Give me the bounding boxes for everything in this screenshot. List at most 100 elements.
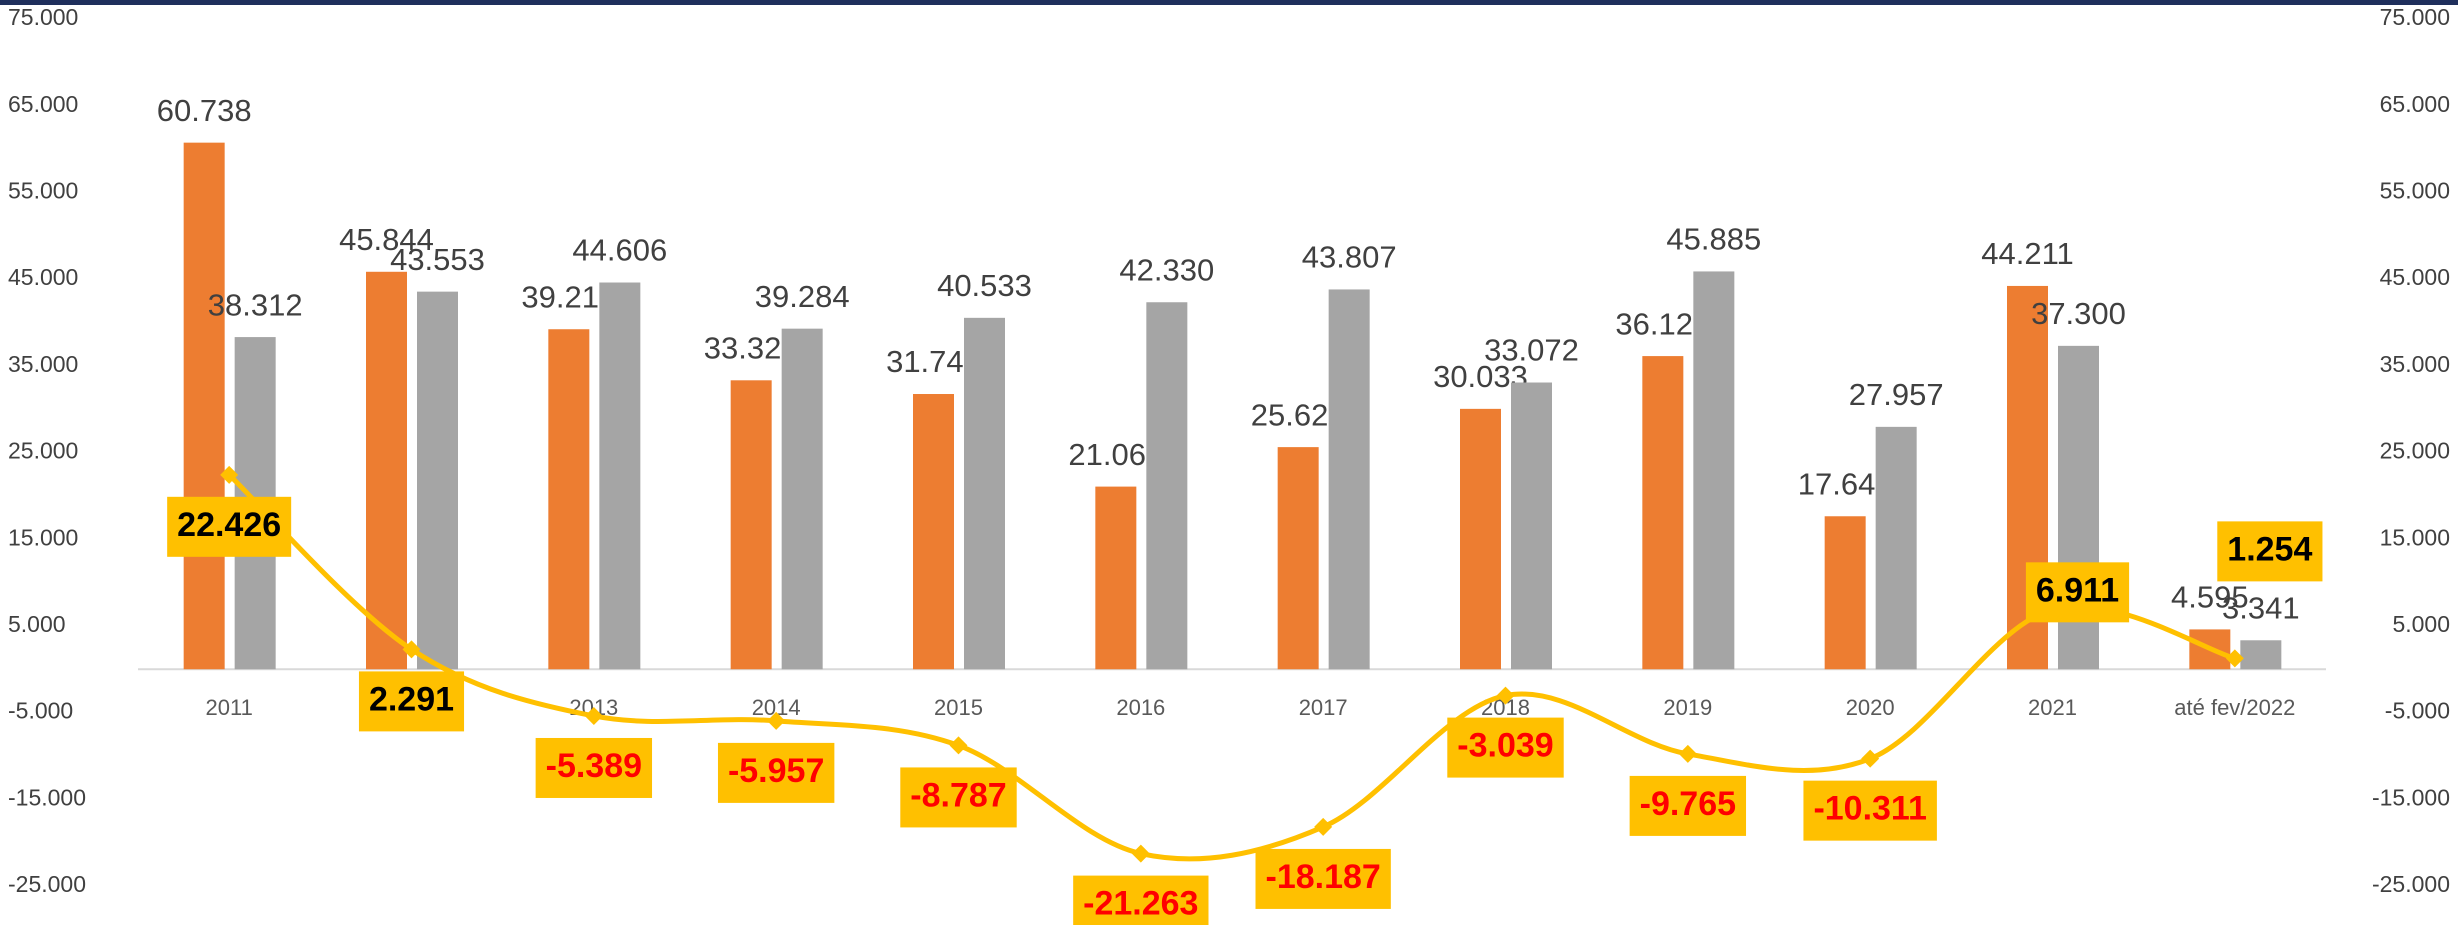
line-marker [1314,817,1333,836]
x-tick-label: 2015 [934,695,983,720]
line-marker [402,640,421,659]
line [227,473,2236,862]
line-label-box [1629,775,1747,836]
line-label: -5.957 [728,752,824,790]
bar-label: 44.606 [572,233,667,268]
line-label: -21.263 [1083,885,1198,923]
y2-tick-label: 55.000 [2380,177,2450,203]
line-label: -5.389 [546,747,642,785]
y-tick-label: 65.000 [8,91,78,117]
x-tick-label: 2011 [206,695,253,720]
bar-label: 40.533 [937,268,1032,303]
line-marker [949,736,968,755]
line-marker [1496,686,1515,705]
y2-tick-label: -5.000 [2385,698,2450,724]
top-stripe [0,0,2458,5]
bar [730,380,772,670]
y-tick-label: -5.000 [8,698,73,724]
bar [913,394,954,670]
bar-label: 43.553 [390,242,485,277]
bar [1095,486,1137,670]
bar [366,271,407,670]
line-marker [1131,844,1150,863]
bar [1277,447,1319,670]
bar-label: 45.844 [339,222,434,257]
line-marker [767,711,786,730]
bar [1875,426,1917,670]
y-tick-label: -25.000 [8,871,86,897]
line-label-box [1447,717,1564,778]
y2-tick-label: 75.000 [2380,4,2450,30]
line-label: 6.911 [2036,571,2119,609]
bar-label: 43.807 [1302,240,1397,275]
y-tick-label: 15.000 [8,524,78,550]
bar [1511,382,1552,670]
bar [183,142,225,670]
line-label-box [2217,521,2323,582]
line-label: -9.765 [1640,785,1736,823]
line-marker [1861,749,1880,768]
bar-label: 42.330 [1119,252,1214,287]
bar [1642,356,1684,670]
bar-label: 4.595 [2171,580,2249,615]
bar-label: 27.957 [1849,377,1944,412]
y-tick-label: 5.000 [8,611,66,637]
bar [1328,289,1370,670]
line-label-box [717,742,835,803]
bar [1824,516,1866,670]
bar-label: 38.312 [208,287,303,322]
bar [548,329,590,670]
line-label: 1.254 [2227,530,2312,568]
bar-label: 39.284 [755,279,850,314]
y2-tick-label: 45.000 [2380,264,2450,290]
line-label-box [358,671,465,732]
x-tick-label: 2019 [1663,695,1712,720]
y2-tick-label: -25.000 [2372,871,2450,897]
y-tick-label: -15.000 [8,784,86,810]
line-marker [584,706,603,725]
line-label-box [2025,562,2130,623]
x-tick-label: 2016 [1116,695,1165,720]
bar-label: 33.072 [1484,333,1579,368]
y-tick-label: 35.000 [8,351,78,377]
x-tick-label: 2017 [1299,695,1348,720]
bar [1693,271,1735,670]
line-label: -10.311 [1813,790,1926,828]
bar-label: 60.738 [157,93,252,128]
y-tick-label: 25.000 [8,438,78,464]
y2-tick-label: -15.000 [2372,784,2450,810]
y-tick-label: 75.000 [8,4,78,30]
x-tick-label: 2021 [2028,695,2077,720]
bar [964,317,1005,670]
bar [599,282,641,670]
line-label: 22.426 [177,506,281,544]
x-tick-label: 2020 [1846,695,1895,720]
y-tick-label: 55.000 [8,177,78,203]
bar [2240,640,2282,670]
bar [781,328,823,670]
line-marker [2225,649,2244,668]
bar-label: 44.211 [1981,236,2074,271]
bar-label: 3.341 [2222,590,2300,625]
bar [417,291,458,670]
line-marker [1678,744,1697,763]
y2-tick-label: 15.000 [2380,524,2450,550]
line-label: -3.039 [1457,727,1553,765]
line-label-box [1803,780,1937,841]
y2-tick-label: 65.000 [2380,91,2450,117]
line-label: -8.787 [910,776,1006,814]
line-label-box [1073,875,1209,925]
y-tick-label: 45.000 [8,264,78,290]
bar [1460,408,1501,670]
bar [1146,302,1188,670]
bar-label: 37.300 [2031,296,2126,331]
y2-tick-label: 35.000 [2380,351,2450,377]
bar-label: 45.885 [1666,222,1761,257]
line-label-box [535,737,653,798]
line-label-box [900,767,1017,828]
line-label-box [167,496,292,557]
line-marker [220,465,239,484]
y2-tick-label: 25.000 [2380,438,2450,464]
y2-tick-label: 5.000 [2392,611,2450,637]
